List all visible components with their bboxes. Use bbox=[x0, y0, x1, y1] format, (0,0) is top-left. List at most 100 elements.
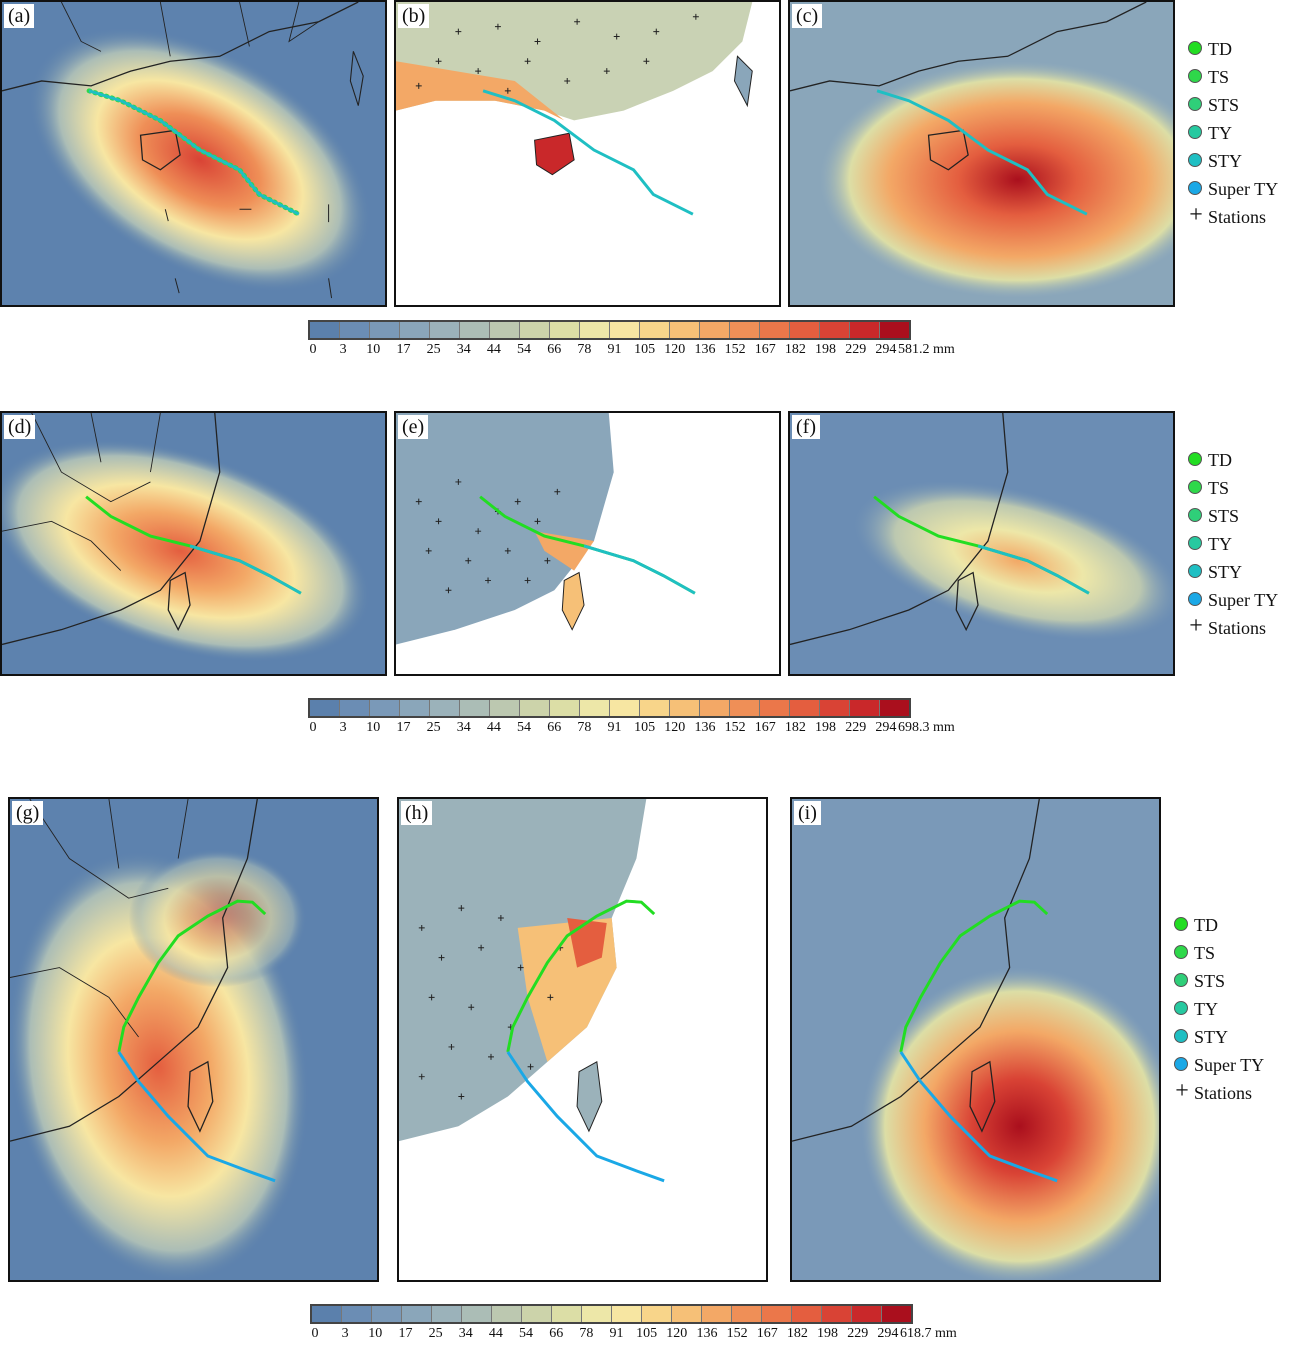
colorbar-tick-label: 17 bbox=[396, 342, 411, 357]
panel-i: (i) bbox=[790, 797, 1161, 1282]
colorbar-segment bbox=[342, 1306, 372, 1322]
colorbar-2: 0 3 10 17 25 34 44 54 66 78 91 105 120 136 152 167 182 19… bbox=[308, 698, 973, 742]
colorbar-segment bbox=[580, 322, 610, 338]
panel-e: (e) bbox=[394, 411, 781, 676]
colorbar-tick-label: 167 bbox=[754, 342, 776, 357]
ts-dot-icon bbox=[1188, 69, 1202, 83]
panel-label-c: (c) bbox=[792, 4, 823, 28]
panel-label-d: (d) bbox=[4, 415, 36, 439]
colorbar-segment bbox=[852, 1306, 882, 1322]
ts-dot-icon bbox=[1174, 945, 1188, 959]
sty-dot-icon bbox=[1188, 564, 1202, 578]
colorbar-segment bbox=[700, 322, 730, 338]
legend-row-1: TD TS STS TY STY Super TY + Stations bbox=[1186, 38, 1290, 238]
colorbar-tick-label: 91 bbox=[607, 342, 622, 357]
satellite-map-f bbox=[790, 413, 1173, 674]
colorbar-segment bbox=[642, 1306, 672, 1322]
colorbar-tick-label: 44 bbox=[486, 720, 501, 735]
colorbar-tick-label: 229 bbox=[845, 720, 867, 735]
colorbar-tick-label: 105 bbox=[634, 342, 656, 357]
colorbar-segment bbox=[730, 322, 760, 338]
colorbar-strip bbox=[308, 320, 911, 340]
colorbar-segment bbox=[792, 1306, 822, 1322]
colorbar-tick-label: 54 bbox=[519, 1326, 534, 1341]
colorbar-max-label: 698.3 mm bbox=[898, 720, 955, 735]
colorbar-segment bbox=[790, 322, 820, 338]
colorbar-tick-label: 0 bbox=[311, 1326, 319, 1341]
panel-label-e: (e) bbox=[398, 415, 429, 439]
colorbar-tick-label: 34 bbox=[456, 342, 471, 357]
station-plus-icon: + bbox=[1189, 202, 1203, 228]
colorbar-tick-label: 0 bbox=[309, 342, 317, 357]
colorbar-segment bbox=[402, 1306, 432, 1322]
colorbar-segment bbox=[790, 700, 820, 716]
station-plus-icon: + bbox=[1175, 1078, 1189, 1104]
panel-f: (f) bbox=[788, 411, 1175, 676]
colorbar-strip bbox=[310, 1304, 913, 1324]
td-dot-icon bbox=[1174, 917, 1188, 931]
colorbar-segment bbox=[820, 700, 850, 716]
colorbar-tick-label: 34 bbox=[456, 720, 471, 735]
colorbar-tick-label: 91 bbox=[609, 1326, 624, 1341]
colorbar-segment bbox=[850, 322, 880, 338]
colorbar-segment bbox=[760, 700, 790, 716]
panel-label-b: (b) bbox=[398, 4, 430, 28]
colorbar-segment bbox=[462, 1306, 492, 1322]
colorbar-tick-label: 198 bbox=[817, 1326, 839, 1341]
colorbar-segment bbox=[520, 700, 550, 716]
colorbar-segment bbox=[850, 700, 880, 716]
panel-label-i: (i) bbox=[794, 801, 821, 825]
colorbar-tick-label: 66 bbox=[547, 342, 562, 357]
colorbar-tick-label: 229 bbox=[845, 342, 867, 357]
td-dot-icon bbox=[1188, 41, 1202, 55]
colorbar-tick-label: 136 bbox=[694, 342, 716, 357]
colorbar-tick-label: 17 bbox=[398, 1326, 413, 1341]
colorbar-tick-label: 3 bbox=[339, 720, 347, 735]
colorbar-segment bbox=[430, 700, 460, 716]
colorbar-tick-label: 182 bbox=[784, 720, 806, 735]
colorbar-segment bbox=[490, 700, 520, 716]
colorbar-tick-label: 0 bbox=[309, 720, 317, 735]
colorbar-tick-label: 229 bbox=[847, 1326, 869, 1341]
colorbar-max-label: 618.7 mm bbox=[900, 1326, 957, 1341]
colorbar-tick-label: 105 bbox=[636, 1326, 658, 1341]
rainfall-map-g bbox=[10, 799, 377, 1280]
rainfall-map-a bbox=[2, 2, 385, 305]
colorbar-tick-label: 294 bbox=[875, 720, 897, 735]
sts-dot-icon bbox=[1188, 97, 1202, 111]
legend-row-2: TD TS STS TY STY Super TY + Stations bbox=[1186, 449, 1290, 649]
colorbar-tick-label: 91 bbox=[607, 720, 622, 735]
colorbar-tick-label: 25 bbox=[426, 342, 441, 357]
panel-label-a: (a) bbox=[4, 4, 35, 28]
colorbar-ticks: 0 3 10 17 25 34 44 54 66 78 91 105 120 136 152 167 182 19… bbox=[310, 1326, 975, 1346]
ty-dot-icon bbox=[1188, 536, 1202, 550]
colorbar-max-label: 581.2 mm bbox=[898, 342, 955, 357]
panel-label-f: (f) bbox=[792, 415, 820, 439]
station-map-b bbox=[396, 2, 779, 305]
colorbar-tick-label: 136 bbox=[696, 1326, 718, 1341]
colorbar-tick-label: 198 bbox=[815, 720, 837, 735]
colorbar-tick-label: 167 bbox=[754, 720, 776, 735]
colorbar-segment bbox=[492, 1306, 522, 1322]
colorbar-segment bbox=[370, 322, 400, 338]
colorbar-tick-label: 25 bbox=[428, 1326, 443, 1341]
colorbar-segment bbox=[490, 322, 520, 338]
sts-dot-icon bbox=[1188, 508, 1202, 522]
colorbar-tick-label: 10 bbox=[366, 342, 381, 357]
colorbar-tick-label: 10 bbox=[368, 1326, 383, 1341]
colorbar-segment bbox=[762, 1306, 792, 1322]
colorbar-tick-label: 152 bbox=[724, 342, 746, 357]
colorbar-segment bbox=[612, 1306, 642, 1322]
super-ty-dot-icon bbox=[1188, 181, 1202, 195]
colorbar-tick-label: 120 bbox=[666, 1326, 688, 1341]
colorbar-segment bbox=[400, 700, 430, 716]
station-plus-icon: + bbox=[1189, 613, 1203, 639]
colorbar-tick-label: 25 bbox=[426, 720, 441, 735]
colorbar-segment bbox=[880, 700, 909, 716]
colorbar-tick-label: 120 bbox=[664, 720, 686, 735]
colorbar-tick-label: 3 bbox=[341, 1326, 349, 1341]
satellite-map-i bbox=[792, 799, 1159, 1280]
ts-dot-icon bbox=[1188, 480, 1202, 494]
colorbar-segment bbox=[582, 1306, 612, 1322]
colorbar-segment bbox=[760, 322, 790, 338]
